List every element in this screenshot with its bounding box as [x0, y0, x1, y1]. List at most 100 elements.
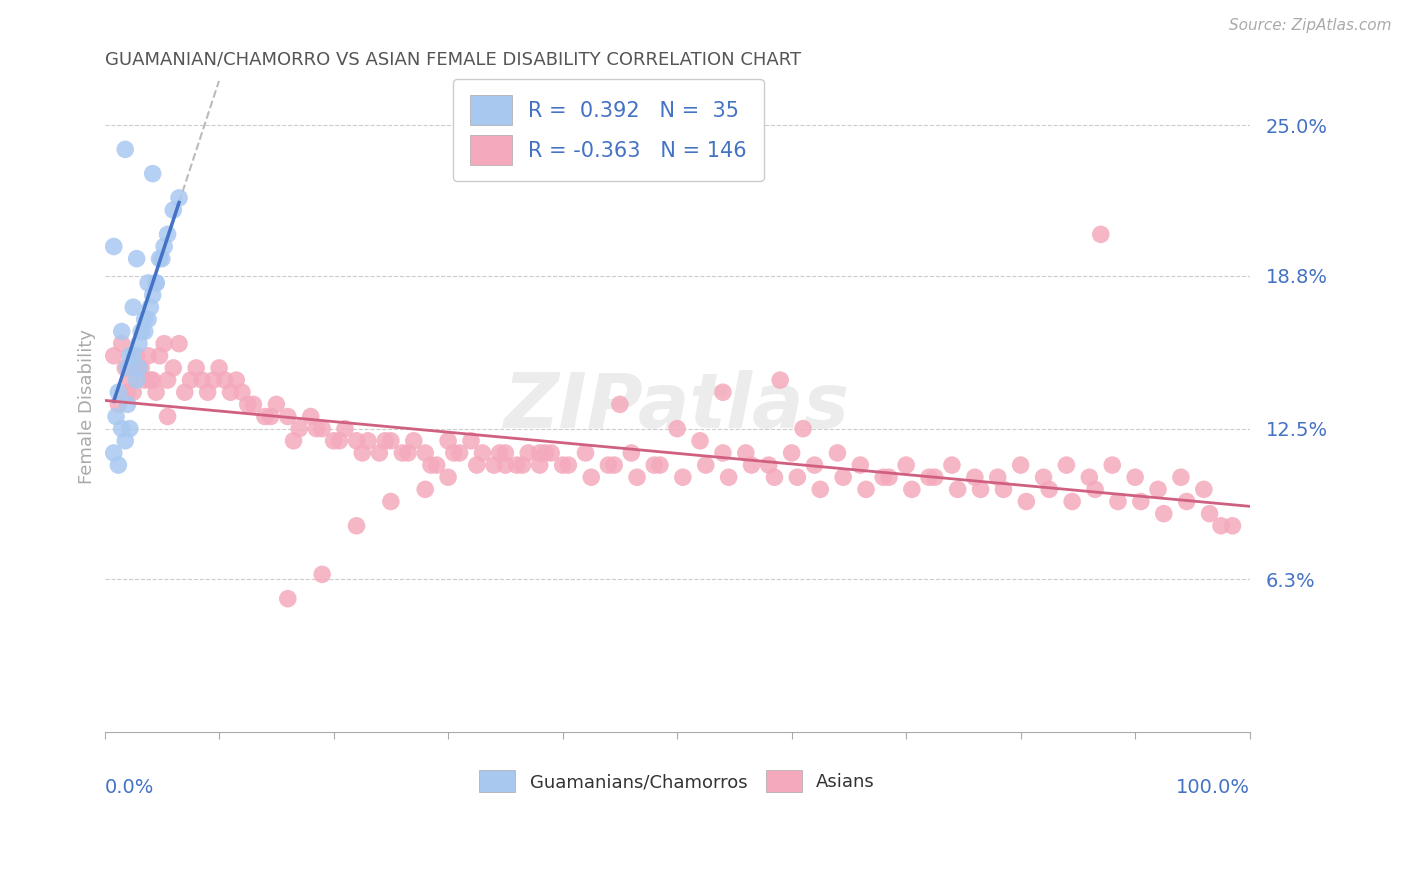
Point: [396, 446, 419, 460]
Point: [122, 385, 145, 400]
Point: [1170, 470, 1192, 484]
Point: [191, 373, 214, 387]
Point: [1054, 458, 1077, 472]
Point: [156, 409, 179, 424]
Point: [136, 276, 159, 290]
Point: [648, 458, 671, 472]
Point: [391, 446, 413, 460]
Point: [162, 360, 184, 375]
Point: [311, 567, 333, 582]
Text: 0.0%: 0.0%: [104, 778, 155, 797]
Point: [734, 446, 756, 460]
Point: [266, 397, 288, 411]
Point: [969, 483, 991, 497]
Point: [299, 409, 322, 424]
Point: [1038, 483, 1060, 497]
Point: [711, 446, 734, 460]
Point: [551, 458, 574, 472]
Point: [946, 483, 969, 497]
Point: [134, 373, 156, 387]
Point: [437, 434, 460, 448]
Point: [117, 360, 139, 375]
Point: [581, 470, 603, 484]
Point: [529, 446, 551, 460]
Point: [855, 483, 877, 497]
Point: [225, 373, 247, 387]
Point: [494, 458, 516, 472]
Point: [792, 422, 814, 436]
Point: [534, 446, 557, 460]
Text: ZIPatlas: ZIPatlas: [505, 370, 851, 444]
Point: [142, 288, 165, 302]
Point: [162, 203, 184, 218]
Point: [803, 458, 825, 472]
Point: [689, 434, 711, 448]
Point: [114, 434, 136, 448]
Point: [598, 458, 620, 472]
Point: [153, 239, 176, 253]
Point: [311, 422, 333, 436]
Point: [1129, 494, 1152, 508]
Point: [437, 470, 460, 484]
Point: [506, 458, 529, 472]
Point: [413, 446, 436, 460]
Point: [609, 397, 631, 411]
Point: [626, 470, 648, 484]
Point: [763, 470, 786, 484]
Point: [107, 397, 129, 411]
Point: [419, 458, 441, 472]
Point: [145, 385, 167, 400]
Point: [128, 360, 150, 375]
Point: [1198, 507, 1220, 521]
Text: GUAMANIAN/CHAMORRO VS ASIAN FEMALE DISABILITY CORRELATION CHART: GUAMANIAN/CHAMORRO VS ASIAN FEMALE DISAB…: [104, 51, 801, 69]
Point: [259, 409, 281, 424]
Point: [118, 373, 141, 387]
Point: [1107, 494, 1129, 508]
Point: [1101, 458, 1123, 472]
Text: 100.0%: 100.0%: [1175, 778, 1250, 797]
Point: [1123, 470, 1146, 484]
Point: [786, 470, 808, 484]
Point: [517, 446, 540, 460]
Point: [156, 373, 179, 387]
Point: [167, 191, 190, 205]
Point: [186, 360, 208, 375]
Point: [643, 458, 665, 472]
Point: [460, 434, 482, 448]
Point: [402, 434, 425, 448]
Point: [1090, 227, 1112, 242]
Point: [122, 300, 145, 314]
Point: [208, 360, 231, 375]
Point: [117, 397, 139, 411]
Point: [103, 239, 125, 253]
Point: [122, 349, 145, 363]
Point: [357, 434, 380, 448]
Point: [134, 312, 156, 326]
Point: [179, 373, 201, 387]
Point: [1078, 470, 1101, 484]
Point: [941, 458, 963, 472]
Point: [1222, 518, 1244, 533]
Point: [374, 434, 396, 448]
Point: [512, 458, 534, 472]
Point: [142, 167, 165, 181]
Point: [136, 349, 159, 363]
Point: [993, 483, 1015, 497]
Point: [1015, 494, 1038, 508]
Legend: Guamanians/Chamorros, Asians: Guamanians/Chamorros, Asians: [471, 761, 884, 801]
Point: [603, 458, 626, 472]
Point: [1153, 507, 1175, 521]
Point: [1062, 494, 1084, 508]
Point: [741, 458, 763, 472]
Point: [380, 434, 402, 448]
Point: [242, 397, 264, 411]
Point: [277, 591, 299, 606]
Point: [918, 470, 941, 484]
Point: [471, 446, 494, 460]
Point: [117, 385, 139, 400]
Point: [139, 300, 162, 314]
Point: [1175, 494, 1198, 508]
Y-axis label: Female Disability: Female Disability: [79, 329, 96, 484]
Point: [494, 446, 516, 460]
Point: [672, 470, 695, 484]
